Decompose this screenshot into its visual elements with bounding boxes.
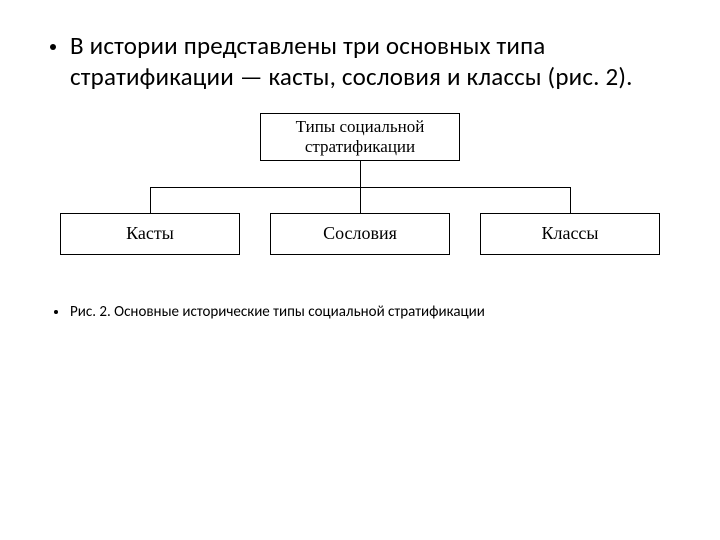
figure-caption: Рис. 2. Основные исторические типы социа… (70, 303, 485, 323)
connector-stem (360, 161, 361, 187)
tree-child-node: Классы (480, 213, 660, 255)
tree-child-node: Касты (60, 213, 240, 255)
connector-drop-mid (360, 187, 361, 213)
main-bullet-row: В истории представлены три основных типа… (50, 30, 670, 93)
caption-row: Рис. 2. Основные исторические типы социа… (50, 303, 670, 323)
bullet-icon (54, 310, 58, 314)
diagram-container: Типы социальной стратификации Касты Сосл… (50, 113, 670, 263)
main-bullet-text: В истории представлены три основных типа… (70, 30, 670, 93)
connector-drop-right (570, 187, 571, 213)
slide: В истории представлены три основных типа… (0, 0, 720, 540)
tree-child-node: Сословия (270, 213, 450, 255)
tree-root-node: Типы социальной стратификации (260, 113, 460, 161)
bullet-icon (50, 44, 56, 50)
stratification-tree-diagram: Типы социальной стратификации Касты Сосл… (60, 113, 660, 263)
connector-drop-left (150, 187, 151, 213)
